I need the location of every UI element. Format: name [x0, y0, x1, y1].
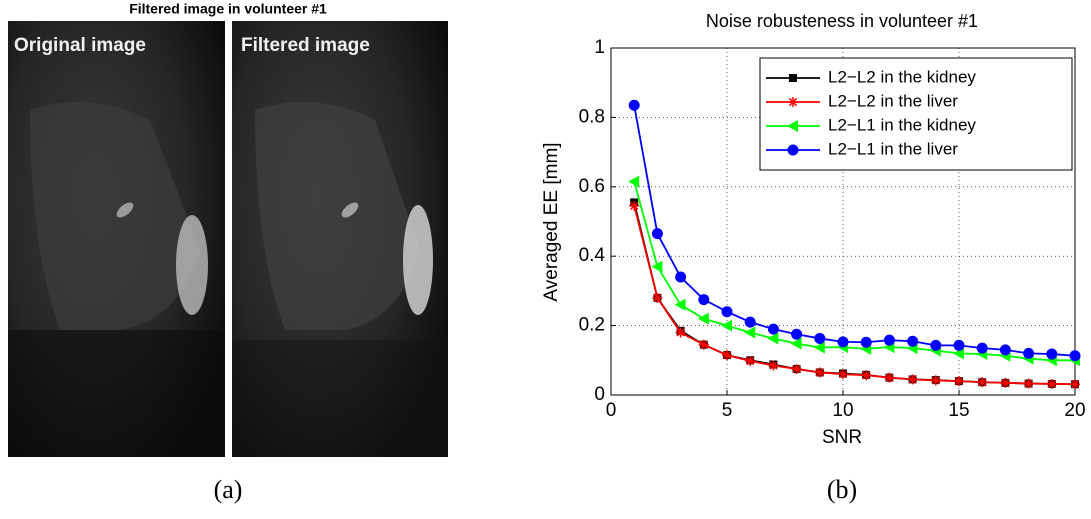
- marker: [790, 337, 802, 350]
- x-tick-label: 0: [606, 400, 617, 421]
- marker: [791, 363, 802, 374]
- marker: [1046, 378, 1057, 389]
- image-label: Filtered image: [241, 35, 370, 56]
- marker: [976, 342, 988, 354]
- caption: (a): [214, 475, 243, 504]
- marker: [721, 306, 733, 318]
- caption: (b): [827, 475, 857, 504]
- marker: [629, 200, 640, 211]
- marker: [1023, 378, 1034, 389]
- marker: [1023, 347, 1035, 359]
- marker: [838, 369, 848, 380]
- marker: [652, 292, 663, 303]
- y-tick-label: 0.2: [579, 315, 605, 336]
- marker: [883, 334, 895, 346]
- y-tick-label: 0.6: [579, 176, 605, 197]
- marker: [744, 326, 756, 339]
- marker: [930, 375, 941, 386]
- marker: [907, 335, 919, 347]
- marker: [977, 377, 988, 388]
- marker: [884, 372, 895, 383]
- marker: [861, 370, 872, 381]
- marker: [768, 360, 779, 371]
- marker: [787, 144, 799, 156]
- original-image: [8, 21, 225, 457]
- marker: [744, 316, 756, 328]
- marker: [1000, 377, 1011, 388]
- marker: [999, 344, 1011, 356]
- marker: [767, 332, 779, 345]
- marker: [675, 271, 687, 283]
- legend-label: L2−L2 in the kidney: [828, 67, 976, 86]
- chart-title: Noise robusteness in volunteer #1: [706, 11, 978, 31]
- marker: [698, 339, 709, 350]
- y-axis-label: Averaged EE [mm]: [541, 142, 562, 301]
- marker: [837, 336, 849, 348]
- marker: [698, 294, 710, 306]
- marker: [628, 175, 640, 188]
- marker: [814, 332, 826, 344]
- marker: [721, 319, 732, 332]
- marker: [1070, 379, 1080, 390]
- y-tick-label: 0.4: [579, 245, 606, 266]
- x-tick-label: 10: [832, 400, 853, 421]
- legend-label: L2−L2 in the liver: [828, 91, 958, 110]
- marker: [651, 228, 663, 240]
- marker: [722, 350, 732, 361]
- marker: [675, 327, 686, 338]
- marker: [674, 298, 686, 311]
- marker: [1046, 348, 1058, 360]
- marker: [787, 120, 798, 132]
- marker: [628, 99, 640, 111]
- marker: [745, 355, 756, 366]
- legend-box: [759, 57, 1073, 171]
- marker: [813, 341, 825, 354]
- marker: [697, 312, 709, 325]
- legend-label: L2−L1 in the liver: [828, 139, 958, 158]
- marker: [953, 339, 965, 351]
- marker: [767, 323, 779, 335]
- x-tick-label: 20: [1064, 400, 1085, 421]
- marker: [814, 367, 825, 378]
- marker: [954, 376, 964, 387]
- x-tick-label: 5: [722, 400, 733, 421]
- marker: [789, 74, 797, 82]
- image-label: Original image: [14, 35, 146, 56]
- marker: [788, 97, 798, 107]
- marker: [930, 339, 942, 351]
- plot-frame: [610, 47, 1076, 396]
- image-title: Filtered image in volunteer #1: [129, 1, 327, 17]
- marker: [1069, 350, 1081, 362]
- x-axis-label: SNR: [822, 427, 862, 448]
- y-tick-label: 0.8: [579, 106, 605, 127]
- legend-label: L2−L1 in the kidney: [828, 115, 976, 134]
- marker: [651, 260, 663, 273]
- filtered-image: [232, 21, 448, 457]
- marker: [907, 374, 918, 385]
- y-tick-label: 1: [594, 37, 605, 58]
- y-tick-label: 0: [594, 384, 605, 405]
- x-tick-label: 15: [948, 400, 969, 421]
- marker: [791, 328, 803, 340]
- marker: [860, 336, 872, 348]
